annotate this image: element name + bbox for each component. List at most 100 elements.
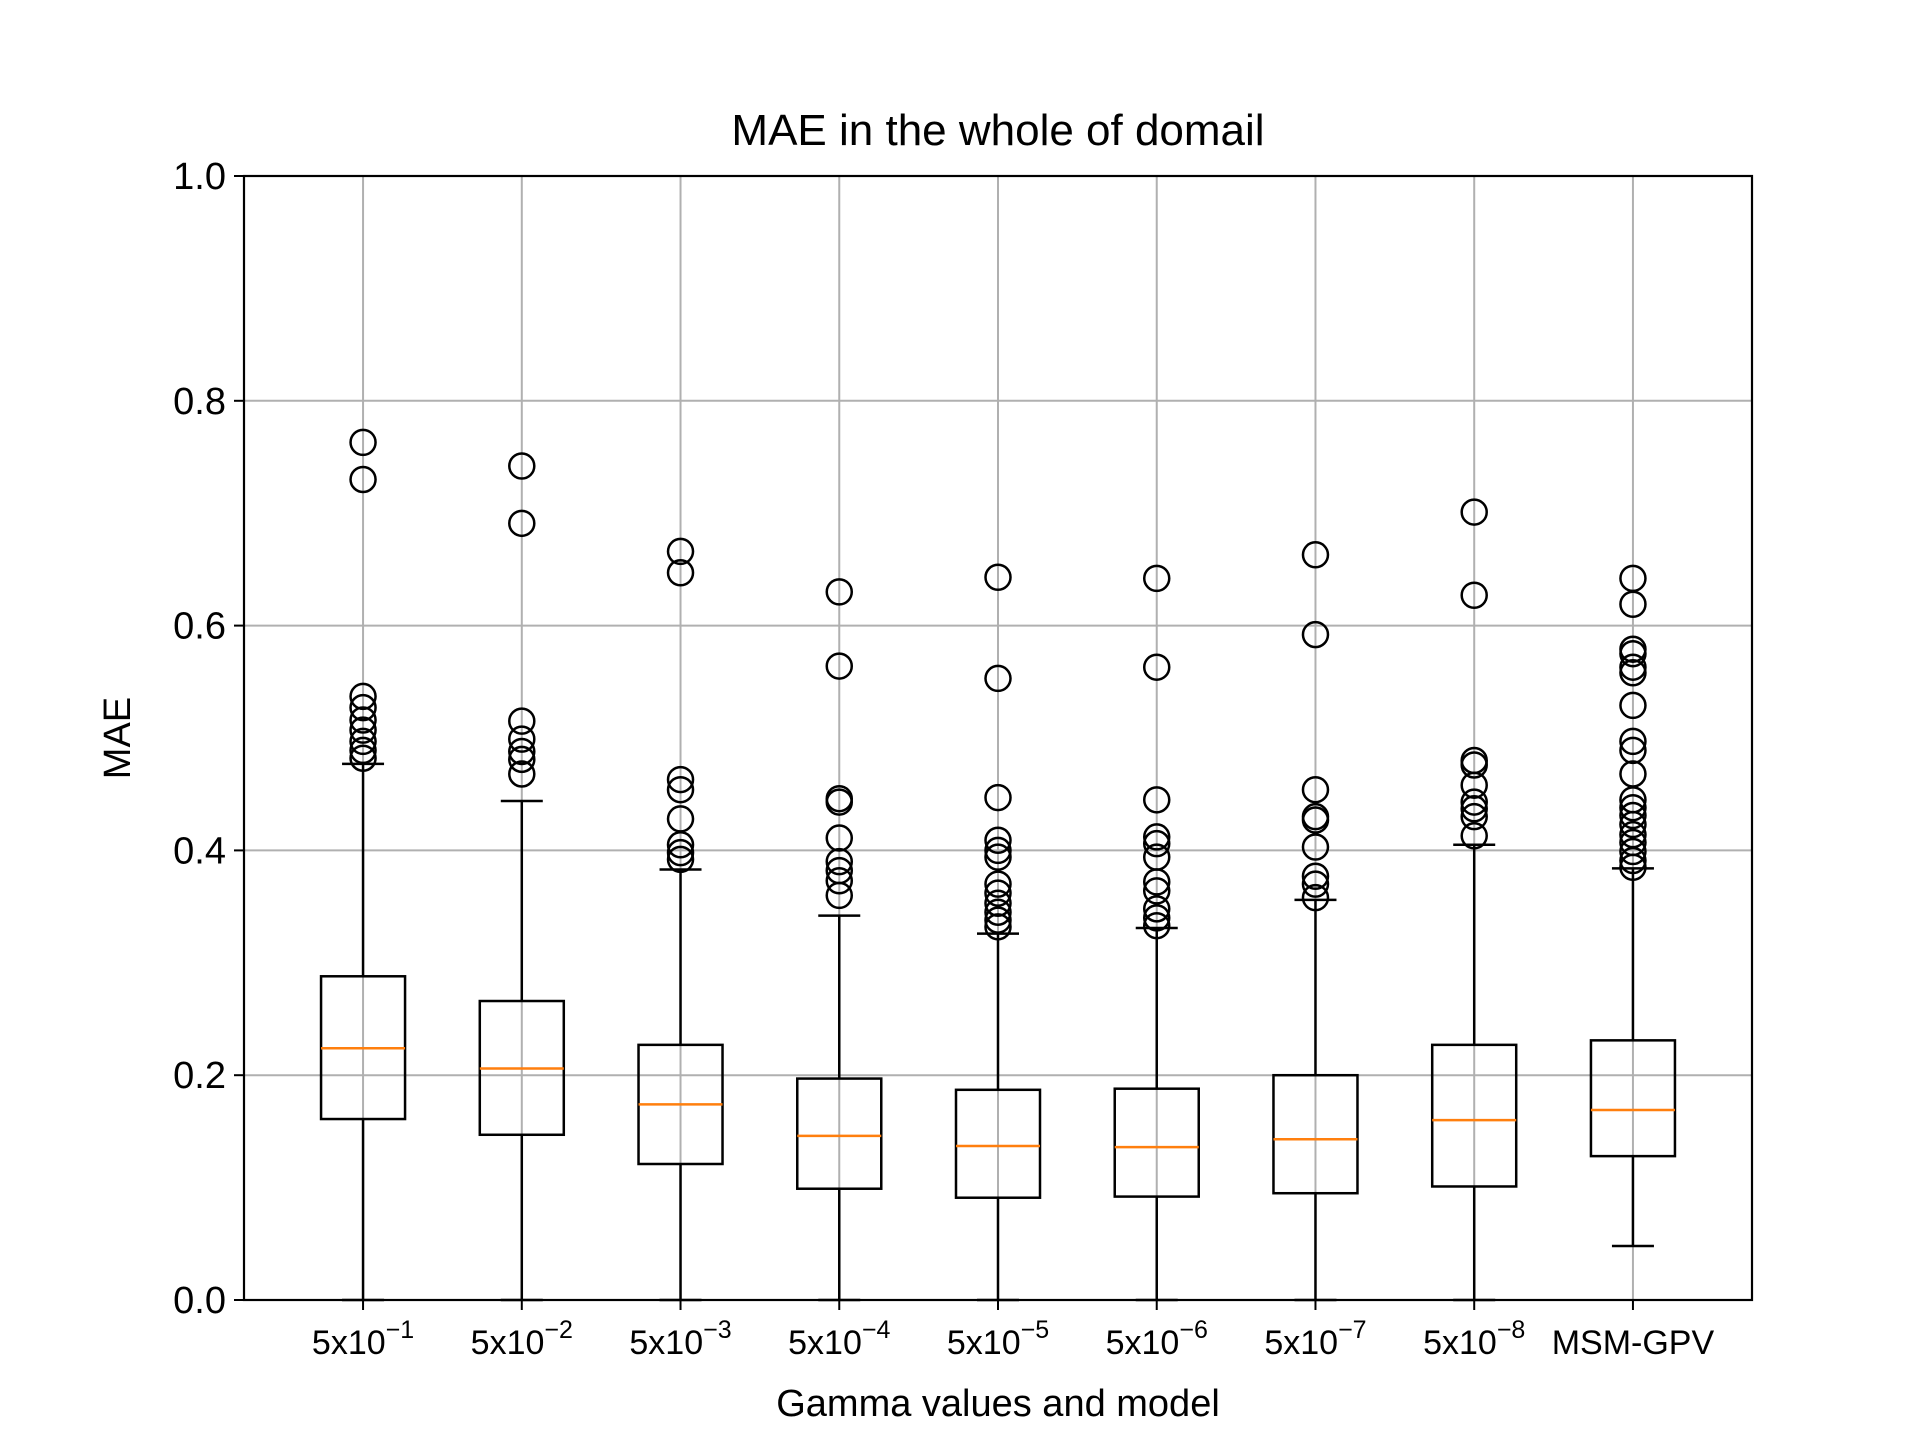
- outlier-point: [1619, 727, 1647, 756]
- outlier-point: [1301, 870, 1330, 898]
- box-iqr: [1589, 1039, 1677, 1158]
- x-tick-label-base: 5x10: [1423, 1324, 1497, 1362]
- outlier-point: [984, 879, 1012, 907]
- outlier-point: [349, 465, 377, 494]
- outlier-point: [666, 775, 695, 804]
- outlier-point: [666, 831, 695, 859]
- outlier-point: [984, 906, 1012, 934]
- outlier-point: [1619, 846, 1647, 875]
- outlier-point: [1619, 590, 1647, 618]
- outlier-point: [984, 898, 1012, 926]
- outlier-point: [1142, 823, 1171, 851]
- outlier-point: [1619, 801, 1647, 830]
- grid-lines: [244, 175, 1752, 1301]
- box-group: [478, 452, 566, 1302]
- x-tick-label-exponent: −2: [544, 1316, 573, 1344]
- outlier-point: [1619, 659, 1647, 687]
- outlier-point: [349, 736, 377, 765]
- outlier-point: [1460, 802, 1488, 831]
- box-group: [1113, 564, 1200, 1302]
- outlier-point: [1142, 877, 1171, 905]
- x-tick-label: 5x10−6: [1106, 1316, 1208, 1362]
- outlier-point: [1142, 786, 1171, 814]
- outlier-point: [666, 765, 695, 794]
- x-tick-label-exponent: −5: [1021, 1316, 1050, 1344]
- x-tick-label-exponent: −7: [1338, 1316, 1367, 1344]
- outlier-point: [984, 826, 1012, 855]
- outlier-point: [349, 693, 377, 722]
- x-tick-label-exponent: −1: [386, 1316, 415, 1344]
- box-iqr: [1272, 1073, 1359, 1195]
- outlier-point: [1142, 653, 1171, 681]
- box-group: [319, 428, 407, 1302]
- y-tick-label: 0.0: [173, 1280, 226, 1322]
- x-tick-label: 5x10−1: [312, 1316, 414, 1362]
- outlier-point: [508, 760, 536, 788]
- box-iqr: [1430, 1043, 1518, 1188]
- x-tick-label: 5x10−3: [629, 1316, 731, 1362]
- outlier-point: [825, 824, 854, 852]
- outlier-point: [666, 559, 695, 587]
- outlier-point: [1301, 775, 1330, 804]
- outlier-point: [508, 737, 536, 766]
- box-iqr: [796, 1077, 883, 1190]
- outlier-point: [984, 913, 1012, 941]
- x-tick-label-exponent: −6: [1179, 1316, 1208, 1344]
- x-tick-label: 5x10−5: [947, 1316, 1049, 1362]
- box-group: [1430, 498, 1518, 1302]
- x-tick-label-base: 5x10: [947, 1324, 1021, 1362]
- outlier-point: [666, 537, 695, 566]
- y-tick-label: 0.8: [173, 381, 226, 423]
- outlier-point: [1619, 639, 1647, 668]
- x-tick-label-base: MSM-GPV: [1552, 1324, 1715, 1362]
- outlier-point: [508, 707, 536, 735]
- outlier-point: [349, 428, 377, 457]
- outlier-point: [508, 745, 536, 774]
- outlier-point: [984, 664, 1012, 693]
- y-tick-label: 0.6: [173, 606, 226, 648]
- outlier-point: [984, 563, 1012, 592]
- x-tick-label-base: 5x10: [1264, 1324, 1338, 1362]
- outlier-point: [1619, 810, 1647, 839]
- x-tick-label: 5x10−7: [1264, 1316, 1366, 1362]
- outlier-point: [984, 783, 1012, 812]
- box-iqr: [954, 1088, 1042, 1199]
- outlier-point: [1142, 904, 1171, 932]
- outlier-point: [984, 843, 1012, 871]
- outlier-point: [349, 727, 377, 756]
- outlier-point: [1619, 793, 1647, 822]
- outlier-point: [508, 509, 536, 538]
- outlier-point: [1142, 868, 1171, 896]
- outlier-point: [1619, 837, 1647, 866]
- outlier-point: [1142, 829, 1171, 858]
- box-group: [1589, 564, 1677, 1248]
- outlier-point: [1301, 883, 1330, 912]
- outlier-point: [1142, 911, 1171, 940]
- outlier-point: [1619, 736, 1647, 765]
- x-tick-label-base: 5x10: [629, 1324, 703, 1362]
- outlier-point: [1301, 541, 1330, 569]
- y-tick-label: 0.2: [173, 1055, 226, 1097]
- y-tick-label: 1.0: [173, 156, 226, 198]
- outlier-point: [1301, 862, 1330, 891]
- x-axis-label: Gamma values and model: [776, 1383, 1220, 1425]
- x-tick-label-base: 5x10: [471, 1324, 545, 1362]
- y-tick-label: 0.4: [173, 830, 226, 872]
- x-tick-label-exponent: −4: [862, 1316, 891, 1344]
- y-axis-label: MAE: [97, 697, 139, 779]
- outlier-point: [1460, 771, 1488, 799]
- chart-title: MAE in the whole of domail: [731, 106, 1264, 155]
- outlier-point: [666, 845, 695, 874]
- outlier-point: [1460, 581, 1488, 610]
- outlier-point: [825, 881, 854, 910]
- outlier-point: [1460, 822, 1488, 850]
- outlier-point: [508, 452, 536, 480]
- x-tick-label-base: 5x10: [788, 1324, 862, 1362]
- x-tick-label-exponent: −3: [703, 1316, 732, 1344]
- outlier-point: [825, 788, 854, 816]
- x-tick-label-base: 5x10: [312, 1324, 386, 1362]
- outlier-point: [1619, 853, 1647, 882]
- outlier-point: [825, 866, 854, 895]
